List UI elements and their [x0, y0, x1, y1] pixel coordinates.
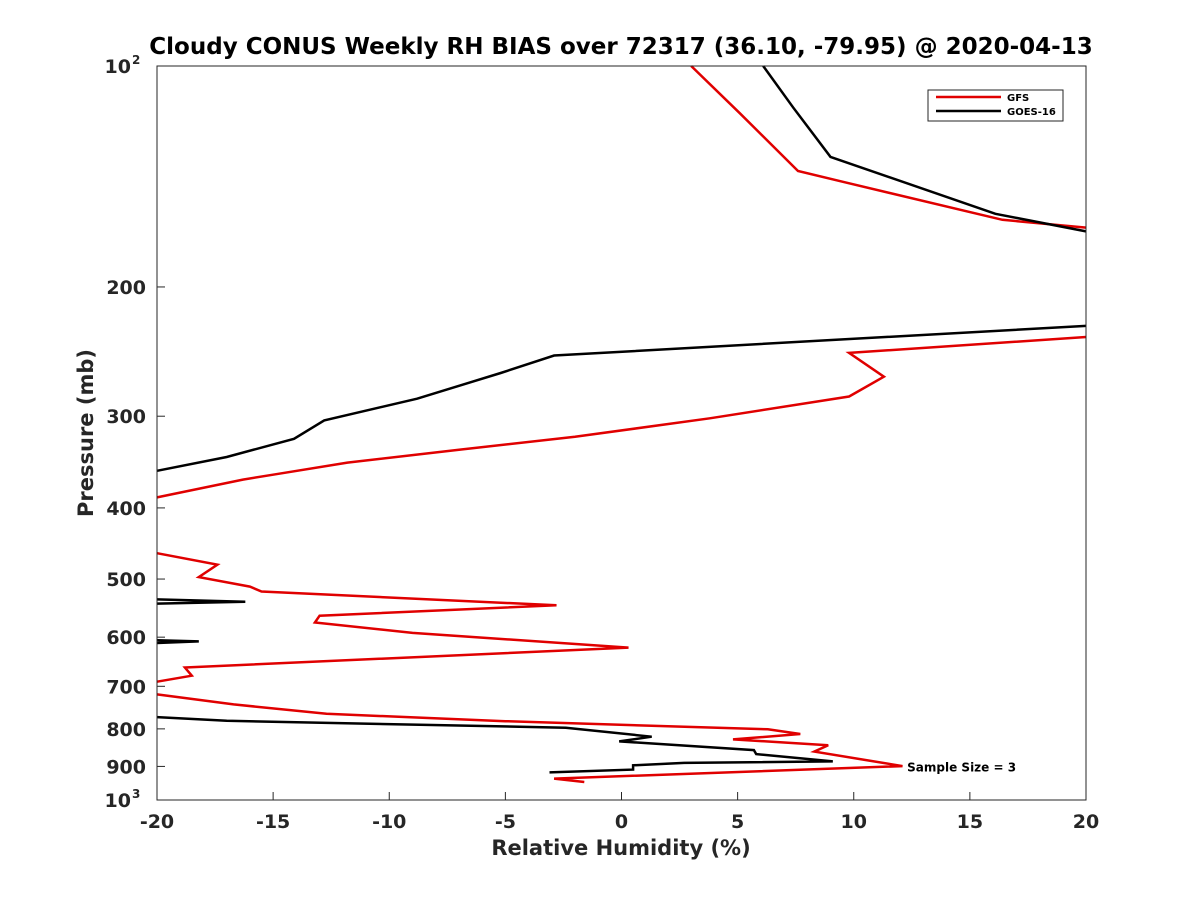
- series-line-gfs: [156, 551, 629, 683]
- legend: GFS GOES-16: [927, 89, 1064, 122]
- x-tick-label: 5: [731, 811, 744, 833]
- plot-frame: [156, 65, 1087, 801]
- series-line-gfs: [156, 693, 903, 784]
- x-tick-label: 0: [615, 811, 628, 833]
- chart-title: Cloudy CONUS Weekly RH BIAS over 72317 (…: [149, 34, 1092, 60]
- x-tick-label: 10: [841, 811, 867, 833]
- y-tick-label: 400: [106, 498, 146, 520]
- series-line-goes16: [762, 65, 1087, 233]
- y-tick-exponent: 2: [132, 53, 140, 67]
- x-tick-label: -10: [372, 811, 406, 833]
- legend-box: [927, 89, 1064, 122]
- y-tick-label: 800: [106, 719, 146, 741]
- series-line-goes16: [156, 715, 833, 774]
- x-tick-label: 20: [1073, 811, 1099, 833]
- y-tick-label: 700: [106, 676, 146, 698]
- y-axis-label: Pressure (mb): [74, 349, 98, 517]
- sample-size-annotation: Sample Size = 3: [907, 760, 1016, 774]
- y-tick-label: 500: [106, 569, 146, 591]
- series-line-goes16: [156, 324, 1087, 473]
- series-line-gfs: [156, 335, 1087, 499]
- y-tick-label: 200: [106, 277, 146, 299]
- y-tick-exponent: 3: [132, 787, 140, 801]
- y-tick-label: 10: [105, 790, 131, 812]
- x-axis-label: Relative Humidity (%): [491, 836, 750, 860]
- y-tick-label: 600: [106, 627, 146, 649]
- y-tick-label: 300: [106, 406, 146, 428]
- series-line-goes16: [156, 598, 246, 605]
- series-line-goes16: [156, 639, 199, 645]
- y-tick-label: 900: [106, 756, 146, 778]
- legend-label-goes16: GOES-16: [1007, 107, 1056, 118]
- x-axis-ticks: -20 -15 -10 -5 0 5 10 15 20: [140, 792, 1099, 833]
- x-tick-label: 15: [957, 811, 983, 833]
- series-layer: [156, 65, 1087, 784]
- x-tick-label: -15: [256, 811, 290, 833]
- legend-label-gfs: GFS: [1007, 93, 1029, 104]
- x-tick-label: -5: [495, 811, 516, 833]
- series-line-gfs: [690, 65, 1087, 229]
- y-tick-label: 10: [105, 56, 131, 78]
- x-tick-label: -20: [140, 811, 174, 833]
